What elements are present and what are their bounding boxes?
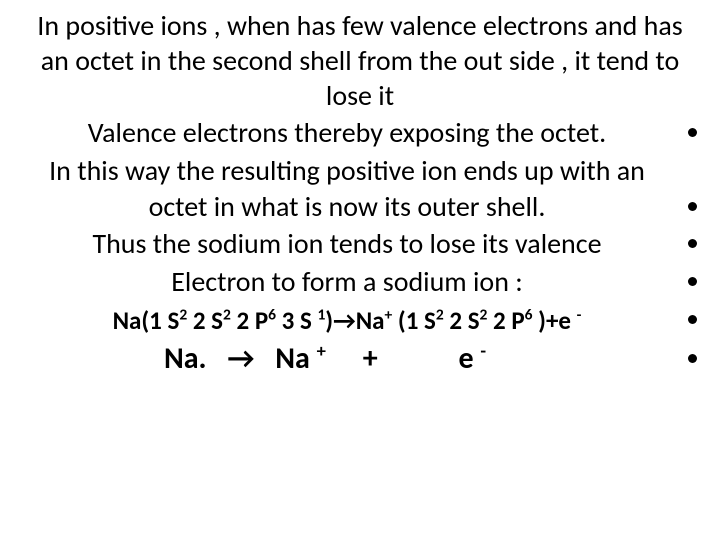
bullet-item-equation: Na. → Na + + e - [22,340,672,378]
eqn-na: Na. [164,340,207,378]
bullet-text: Valence electrons thereby exposing the o… [22,115,672,151]
cfg-frag: 2 S [444,305,480,336]
bullet-item: Valence electrons thereby exposing the o… [22,115,672,151]
bullet-text: In this way the resulting positive ion e… [22,153,672,225]
bullet-text: Thus the sodium ion tends to lose its va… [22,226,672,262]
cfg-frag: Na(1 S [113,305,180,336]
cfg-sup: 2 [179,306,187,325]
eqn-sup: + [317,339,326,362]
ionization-equation: Na. → Na + + e - [22,340,672,378]
bullet-list: Valence electrons thereby exposing the o… [22,115,698,378]
slide: In positive ions , when has few valence … [0,0,720,540]
cfg-frag: 2 P [487,305,524,336]
cfg-sup: - [577,306,582,325]
electron-configuration: Na(1 S2 2 S2 2 P6 3 S 1)→Na+ (1 S2 2 S2 … [22,305,672,337]
cfg-frag: 3 S [276,305,317,336]
eqn-plus: + [363,340,378,378]
bullet-item-config: Na(1 S2 2 S2 2 P6 3 S 1)→Na+ (1 S2 2 S2 … [22,302,672,338]
cfg-frag: (1 S [392,305,436,336]
cfg-frag: )→Na [325,305,384,336]
bullet-item: Electron to form a sodium ion : [22,264,672,300]
eqn-sup: - [480,339,486,362]
cfg-frag: 2 S [187,305,223,336]
eqn-arrow: → [227,340,254,378]
eqn-electron: e - [458,340,486,378]
intro-paragraph: In positive ions , when has few valence … [22,8,698,113]
bullet-item: In this way the resulting positive ion e… [22,153,672,225]
cfg-frag: 2 P [231,305,268,336]
eqn-na-plus: Na + [275,340,326,378]
cfg-sup: 2 [436,306,444,325]
bullet-text: Electron to form a sodium ion : [22,264,672,300]
cfg-sup: 6 [525,306,533,325]
cfg-sup: 6 [268,306,276,325]
eqn-frag: e [458,340,480,377]
cfg-frag: )+e [533,305,577,336]
bullet-item: Thus the sodium ion tends to lose its va… [22,226,672,262]
cfg-sup: 2 [223,306,231,325]
eqn-frag: Na [275,340,316,377]
